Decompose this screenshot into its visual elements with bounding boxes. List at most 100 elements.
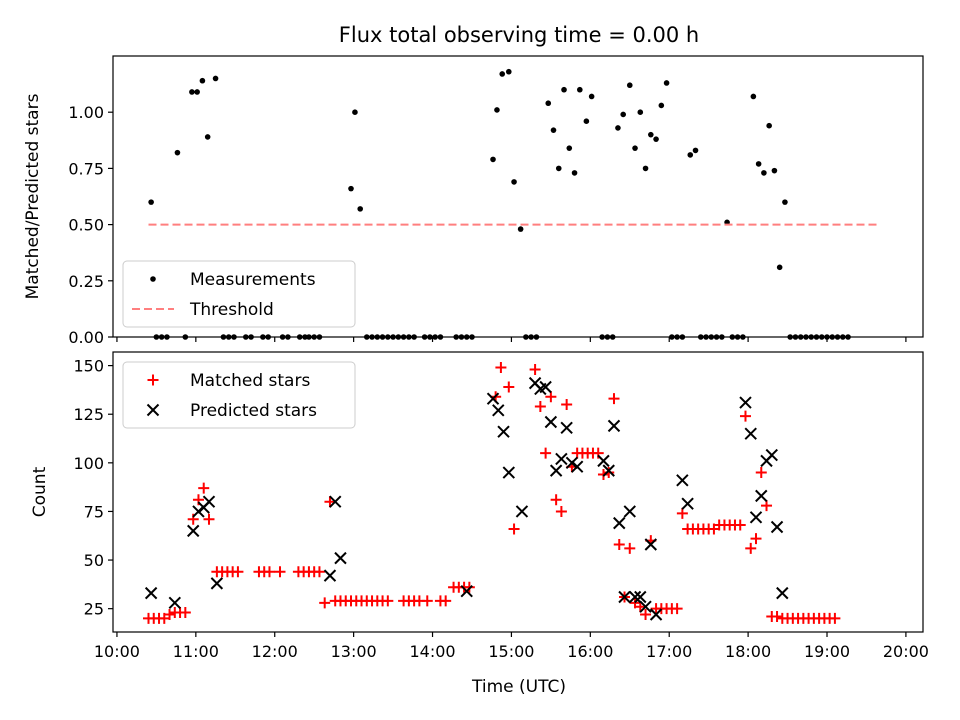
y-tick-label: 1.00 bbox=[68, 103, 104, 122]
x-tick-label: 12:00 bbox=[252, 642, 298, 661]
matched-star-marker bbox=[440, 595, 452, 607]
measurement-point bbox=[561, 86, 567, 93]
legend-matched-swatch bbox=[147, 374, 159, 386]
axes-frame bbox=[112, 55, 924, 338]
y-tick-label: 0.25 bbox=[68, 272, 104, 291]
matched-star-marker bbox=[540, 447, 552, 459]
measurement-point bbox=[189, 89, 195, 95]
y-axis-label: Count bbox=[30, 466, 50, 517]
measurement-point bbox=[776, 264, 783, 271]
measurement-point bbox=[615, 125, 621, 131]
y-tick-label: 0.75 bbox=[68, 159, 104, 178]
y-tick-label: 25 bbox=[84, 600, 104, 619]
measurement-point bbox=[637, 109, 644, 115]
measurement-point bbox=[653, 136, 659, 142]
matched-star-marker bbox=[676, 507, 688, 519]
measurement-point bbox=[148, 199, 154, 205]
x-tick-label: 18:00 bbox=[725, 642, 771, 661]
predicted-star-marker bbox=[549, 464, 563, 477]
legend-predicted-swatch bbox=[146, 403, 160, 417]
x-tick-label: 10:00 bbox=[94, 642, 140, 661]
measurement-point bbox=[499, 71, 506, 77]
matched-star-marker bbox=[608, 393, 620, 405]
measurement-point bbox=[194, 89, 200, 95]
predicted-star-marker bbox=[210, 577, 224, 590]
matched-star-marker bbox=[613, 539, 625, 550]
matched-star-marker bbox=[829, 612, 841, 624]
predicted-star-marker bbox=[570, 460, 584, 473]
measurement-point bbox=[174, 149, 181, 156]
matched-star-marker bbox=[198, 482, 210, 494]
legend-box bbox=[122, 361, 356, 429]
matched-star-marker bbox=[203, 513, 215, 525]
predicted-star-marker bbox=[765, 448, 778, 462]
y-tick-label: 0.50 bbox=[68, 216, 104, 235]
x-tick-label: 15:00 bbox=[488, 642, 534, 661]
predicted-star-marker bbox=[144, 586, 158, 600]
measurement-point bbox=[494, 107, 500, 113]
predicted-star-marker bbox=[744, 427, 757, 440]
matched-star-marker bbox=[534, 400, 546, 412]
matched-star-marker bbox=[263, 566, 275, 578]
measurement-point bbox=[571, 170, 578, 176]
matched-star-marker bbox=[495, 362, 507, 374]
legend: Matched stars Predicted stars bbox=[122, 361, 356, 429]
predicted-star-marker bbox=[676, 474, 689, 487]
matched-star-marker bbox=[771, 610, 783, 622]
matched-star-marker bbox=[550, 494, 562, 506]
matched-star-marker bbox=[634, 601, 646, 613]
matched-star-marker bbox=[755, 467, 767, 479]
predicted-star-marker bbox=[560, 421, 573, 435]
matched-star-marker bbox=[640, 609, 652, 620]
measurement-point bbox=[782, 199, 788, 205]
predicted-star-marker bbox=[555, 452, 568, 466]
measurement-point bbox=[761, 170, 767, 176]
predicted-star-marker bbox=[539, 380, 552, 394]
measurement-point bbox=[545, 100, 552, 107]
measurement-point bbox=[204, 134, 211, 140]
y-tick-label: 75 bbox=[84, 502, 104, 521]
measurement-point bbox=[352, 109, 358, 115]
measurement-point bbox=[663, 80, 670, 86]
predicted-star-marker bbox=[623, 505, 636, 518]
matched-star-marker bbox=[324, 496, 336, 508]
x-tick-label: 19:00 bbox=[804, 642, 850, 661]
x-tick-label: 16:00 bbox=[567, 642, 613, 661]
measurement-point bbox=[550, 127, 557, 133]
measurement-point bbox=[505, 68, 512, 75]
matched-star-marker bbox=[421, 595, 433, 607]
legend: Measurements Threshold bbox=[122, 260, 356, 328]
predicted-star-marker bbox=[618, 590, 631, 604]
chart-title: Flux total observing time = 0.00 h bbox=[339, 23, 699, 47]
measurement-point bbox=[626, 82, 633, 89]
measurement-point bbox=[511, 179, 517, 185]
predicted-star-marker bbox=[644, 538, 658, 551]
count-panel: 10:00 11:00 12:00 13:00 14:00 15:00 16:00 17:00… bbox=[30, 351, 929, 661]
predicted-star-marker bbox=[739, 396, 752, 409]
measurement-point bbox=[577, 86, 583, 93]
predicted-star-marker bbox=[502, 466, 516, 479]
matched-star-marker bbox=[561, 399, 573, 410]
matched-star-marker bbox=[382, 595, 394, 607]
legend-label: Predicted stars bbox=[190, 401, 317, 421]
y-tick-label: 0.00 bbox=[68, 328, 104, 347]
measurement-point bbox=[755, 161, 762, 167]
matched-star-marker bbox=[750, 533, 762, 545]
measurement-point bbox=[632, 145, 638, 151]
x-tick-label: 13:00 bbox=[331, 642, 377, 661]
y-tick-label: 50 bbox=[84, 551, 104, 570]
y-axis-label: Matched/Predicted stars bbox=[23, 93, 43, 299]
legend-label: Threshold bbox=[189, 300, 274, 320]
matched-star-marker bbox=[761, 500, 773, 512]
measurement-point bbox=[692, 147, 699, 154]
ratio-panel: 0.00 0.25 0.50 0.75 1.00 Matched/Predicted st… bbox=[23, 55, 924, 347]
measurement-point bbox=[687, 152, 694, 158]
measurement-point bbox=[555, 165, 562, 172]
predicted-star-marker bbox=[497, 425, 510, 438]
predicted-star-marker bbox=[460, 584, 473, 598]
measurement-point bbox=[642, 165, 649, 172]
legend-label: Measurements bbox=[190, 270, 316, 290]
measurement-point bbox=[199, 77, 206, 84]
